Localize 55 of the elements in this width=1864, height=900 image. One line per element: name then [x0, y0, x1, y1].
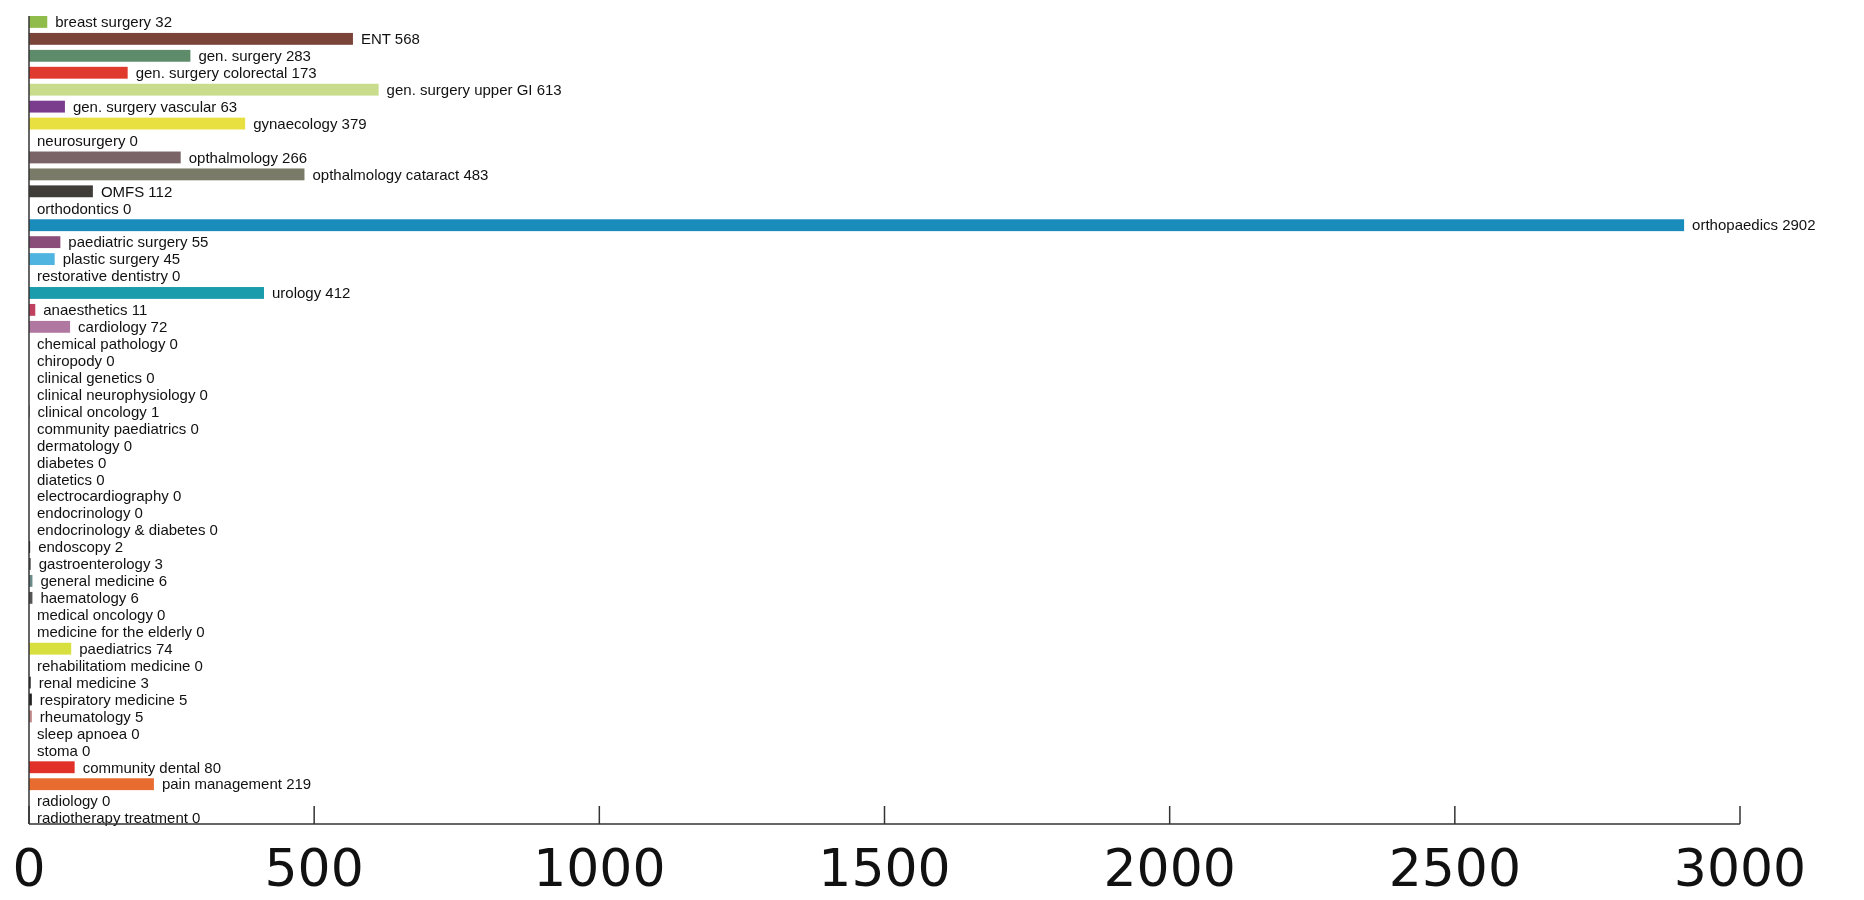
x-tick-label: 1000 [533, 838, 666, 898]
y-tick-label: plastic surgery 45 [62, 250, 181, 268]
y-tick-label: diatetics 0 [37, 470, 105, 488]
y-tick-label: clinical neurophysiology 0 [37, 385, 208, 403]
y-tick-label: chiropody 0 [37, 351, 115, 369]
y-tick-label: rehabilitatiom medicine 0 [37, 656, 203, 674]
y-tick-label: paediatric surgery 55 [68, 233, 209, 251]
y-tick-label: medical oncology 0 [37, 606, 166, 624]
y-tick-label: ENT 568 [360, 30, 420, 48]
y-tick-label: renal medicine 3 [38, 673, 149, 691]
y-tick-label: gastroenterology 3 [38, 555, 163, 573]
y-tick-label: gynaecology 379 [253, 114, 367, 132]
y-tick-label: gen. surgery 283 [198, 47, 311, 65]
y-tick-label: breast surgery 32 [55, 13, 172, 31]
x-tick-label: 0 [12, 838, 46, 898]
y-tick-label: community dental 80 [82, 758, 222, 776]
y-tick-label: diabetes 0 [37, 453, 107, 471]
y-tick-label: stoma 0 [37, 741, 91, 759]
y-tick-label: endocrinology 0 [37, 504, 143, 522]
y-tick-label: endocrinology & diabetes 0 [37, 521, 218, 539]
x-tick-label: 1500 [818, 838, 951, 898]
y-tick-label: restorative dentistry 0 [37, 267, 181, 285]
y-tick-label: gen. surgery vascular 63 [72, 97, 238, 115]
y-tick-label: orthopaedics 2902 [1692, 216, 1816, 234]
y-tick-label: rheumatology 5 [39, 707, 144, 725]
y-tick-label: endoscopy 2 [38, 538, 124, 556]
y-tick-label: pain management 219 [161, 775, 312, 793]
y-tick-label: opthalmology cataract 483 [312, 165, 489, 183]
y-tick-label: opthalmology 266 [188, 148, 308, 166]
y-tick-label: haematology 6 [40, 589, 139, 607]
y-tick-label: respiratory medicine 5 [39, 690, 188, 708]
y-tick-label: gen. surgery upper GI 613 [386, 80, 562, 98]
y-tick-label: gen. surgery colorectal 173 [135, 64, 317, 81]
y-tick-label: radiotherapy treatment 0 [37, 809, 201, 827]
y-tick-label: community paediatrics 0 [37, 419, 199, 437]
y-tick-label: dermatology 0 [37, 436, 133, 454]
x-tick-label: 500 [264, 838, 364, 898]
y-tick-label: clinical oncology 1 [37, 402, 160, 420]
y-tick-label: chemical pathology 0 [37, 335, 178, 353]
y-tick-label: radiology 0 [37, 792, 111, 810]
y-tick-label: electrocardiography 0 [37, 487, 182, 505]
y-tick-label: general medicine 6 [40, 572, 168, 590]
y-tick-label: cardiology 72 [78, 318, 168, 336]
y-tick-label: anaesthetics 11 [43, 301, 148, 319]
y-tick-label: medicine for the elderly 0 [37, 622, 205, 640]
y-tick-label: neurosurgery 0 [37, 131, 138, 149]
x-tick-label: 3000 [1673, 838, 1807, 898]
y-tick-label: urology 412 [271, 284, 351, 302]
y-tick-label: OMFS 112 [100, 182, 173, 200]
y-tick-label: paediatrics 74 [79, 639, 173, 657]
x-tick-label: 2000 [1103, 838, 1236, 898]
y-tick-label: sleep apnoea 0 [37, 724, 140, 742]
y-tick-label: clinical genetics 0 [37, 368, 155, 386]
y-tick-label: orthodontics 0 [37, 199, 132, 217]
x-tick-label: 2500 [1388, 838, 1522, 898]
